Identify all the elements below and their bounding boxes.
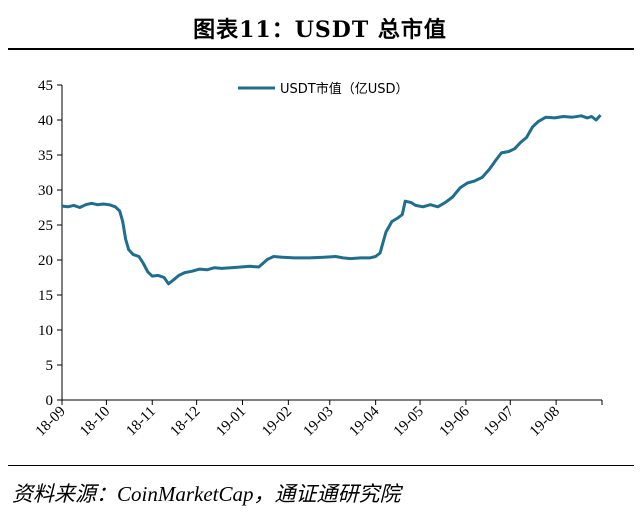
y-tick-label: 20	[38, 253, 53, 269]
legend-label: USDT市值（亿USD）	[280, 81, 409, 97]
y-tick-label: 10	[38, 323, 53, 339]
chart-legend: USDT市值（亿USD）	[238, 81, 409, 97]
x-tick-label: 18-09	[33, 404, 69, 440]
source-note: 资料来源：CoinMarketCap，通证通研究院	[12, 482, 401, 506]
x-tick-label: 19-04	[346, 403, 382, 439]
x-tick-label: 19-05	[391, 404, 427, 440]
title-divider	[8, 48, 634, 50]
x-tick-label: 19-08	[527, 404, 563, 440]
x-tick-label: 18-11	[123, 404, 159, 440]
chart-title: 图表11：USDT 总市值	[193, 17, 447, 43]
x-tick-label: 18-12	[167, 404, 203, 440]
x-tick-label: 18-10	[77, 404, 113, 440]
series-line-usdt-market-cap	[61, 114, 602, 286]
y-tick-label: 15	[38, 288, 53, 304]
y-tick-label: 0	[46, 393, 54, 409]
series-group	[61, 114, 602, 286]
source-divider	[8, 465, 634, 466]
x-tick-label: 19-03	[301, 404, 337, 440]
y-tick-label: 25	[38, 218, 53, 234]
usdt-market-cap-chart: 0 5 10 15 20 25 30 35 40 45 18-09 18-10 18-11 18-12 19…	[33, 78, 603, 440]
y-tick-label: 45	[38, 78, 53, 94]
x-tick-label: 19-06	[437, 403, 473, 439]
y-tick-label: 30	[38, 183, 53, 199]
y-tick-label: 5	[46, 358, 54, 374]
x-tick-label: 19-01	[213, 404, 249, 440]
y-tick-label: 40	[38, 113, 53, 129]
x-tick-label: 19-02	[259, 404, 295, 440]
x-tick-label: 19-07	[481, 403, 517, 439]
y-tick-label: 35	[38, 148, 53, 164]
